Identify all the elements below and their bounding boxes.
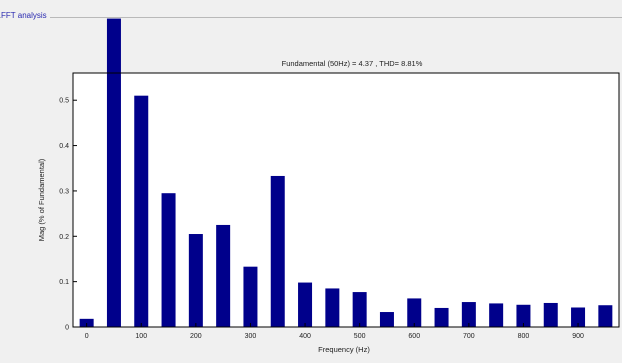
bars [79,18,613,327]
y-axis-label: Mag (% of Fundamental) [37,158,46,241]
bar-700hz [461,302,476,327]
bar-550hz [379,312,394,327]
y-tick-label: 0.3 [59,188,69,195]
bar-200hz [188,234,203,327]
plot-area [73,73,619,327]
bar-350hz [270,175,285,327]
x-tick-label: 900 [572,333,584,340]
y-tick-label: 0.2 [59,234,69,241]
panel-title: FFT analysis [1,11,50,20]
y-tick-label: 0.5 [59,98,69,105]
bar-650hz [434,307,449,327]
bar-400hz [298,282,313,327]
bar-750hz [489,303,504,327]
bar-850hz [543,302,558,327]
y-ticks: 0 0.1 0.2 0.3 0.4 0.5 [59,98,77,332]
bar-900hz [571,307,586,327]
x-tick-label: 800 [518,333,530,340]
bar-600hz [407,298,422,327]
x-tick-label: 700 [463,333,475,340]
axes-box [72,72,620,328]
y-tick-label: 0 [65,325,69,332]
bar-100hz [134,95,149,327]
x-tick-label: 100 [135,333,147,340]
x-tick-label: 200 [190,333,202,340]
x-tick-label: 300 [245,333,257,340]
y-tick-label: 0.4 [59,143,69,150]
x-tick-label: 0 [85,333,89,340]
bar-150hz [161,193,176,327]
bar-500hz [352,292,367,327]
bar-950hz [598,305,613,327]
x-ticks: 0 100 200 300 400 500 600 700 800 900 [85,323,584,340]
bar-300hz [243,266,258,327]
x-tick-label: 500 [354,333,366,340]
x-tick-label: 400 [299,333,311,340]
y-tick-label: 0.1 [59,279,69,286]
x-axis-label: Frequency (Hz) [318,345,370,354]
chart-title: Fundamental (50Hz) = 4.37 , THD= 8.81% [282,59,423,68]
bar-250hz [216,224,231,327]
panel-border [0,17,622,18]
bar-450hz [325,288,340,327]
bar-50hz [106,18,121,327]
x-tick-label: 600 [408,333,420,340]
bar-800hz [516,304,531,327]
bar-0hz [79,318,94,327]
